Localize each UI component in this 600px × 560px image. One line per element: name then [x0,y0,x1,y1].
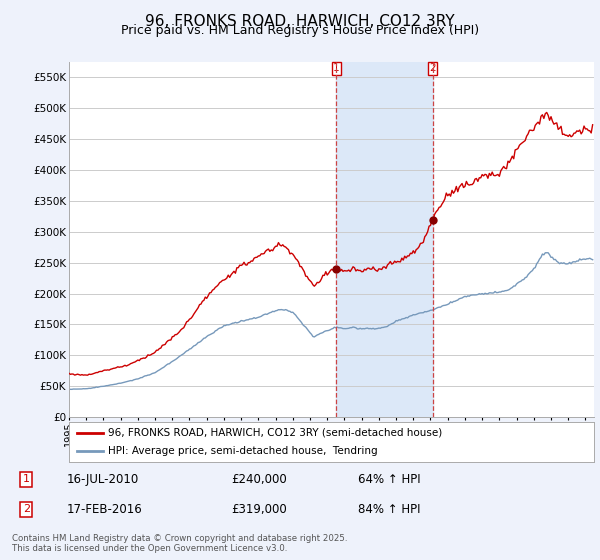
Text: £240,000: £240,000 [231,473,287,486]
Text: 96, FRONKS ROAD, HARWICH, CO12 3RY (semi-detached house): 96, FRONKS ROAD, HARWICH, CO12 3RY (semi… [109,428,443,437]
Text: HPI: Average price, semi-detached house,  Tendring: HPI: Average price, semi-detached house,… [109,446,378,456]
Text: 16-JUL-2010: 16-JUL-2010 [67,473,139,486]
Text: 2: 2 [23,505,30,515]
Text: 84% ↑ HPI: 84% ↑ HPI [358,503,420,516]
Text: 1: 1 [23,474,30,484]
Text: 96, FRONKS ROAD, HARWICH, CO12 3RY: 96, FRONKS ROAD, HARWICH, CO12 3RY [145,14,455,29]
Text: Contains HM Land Registry data © Crown copyright and database right 2025.
This d: Contains HM Land Registry data © Crown c… [12,534,347,553]
Text: 17-FEB-2016: 17-FEB-2016 [67,503,142,516]
Text: 1: 1 [333,63,340,73]
Text: Price paid vs. HM Land Registry's House Price Index (HPI): Price paid vs. HM Land Registry's House … [121,24,479,37]
Text: £319,000: £319,000 [231,503,287,516]
Text: 2: 2 [429,63,436,73]
Bar [337,62,433,417]
Text: 64% ↑ HPI: 64% ↑ HPI [358,473,420,486]
